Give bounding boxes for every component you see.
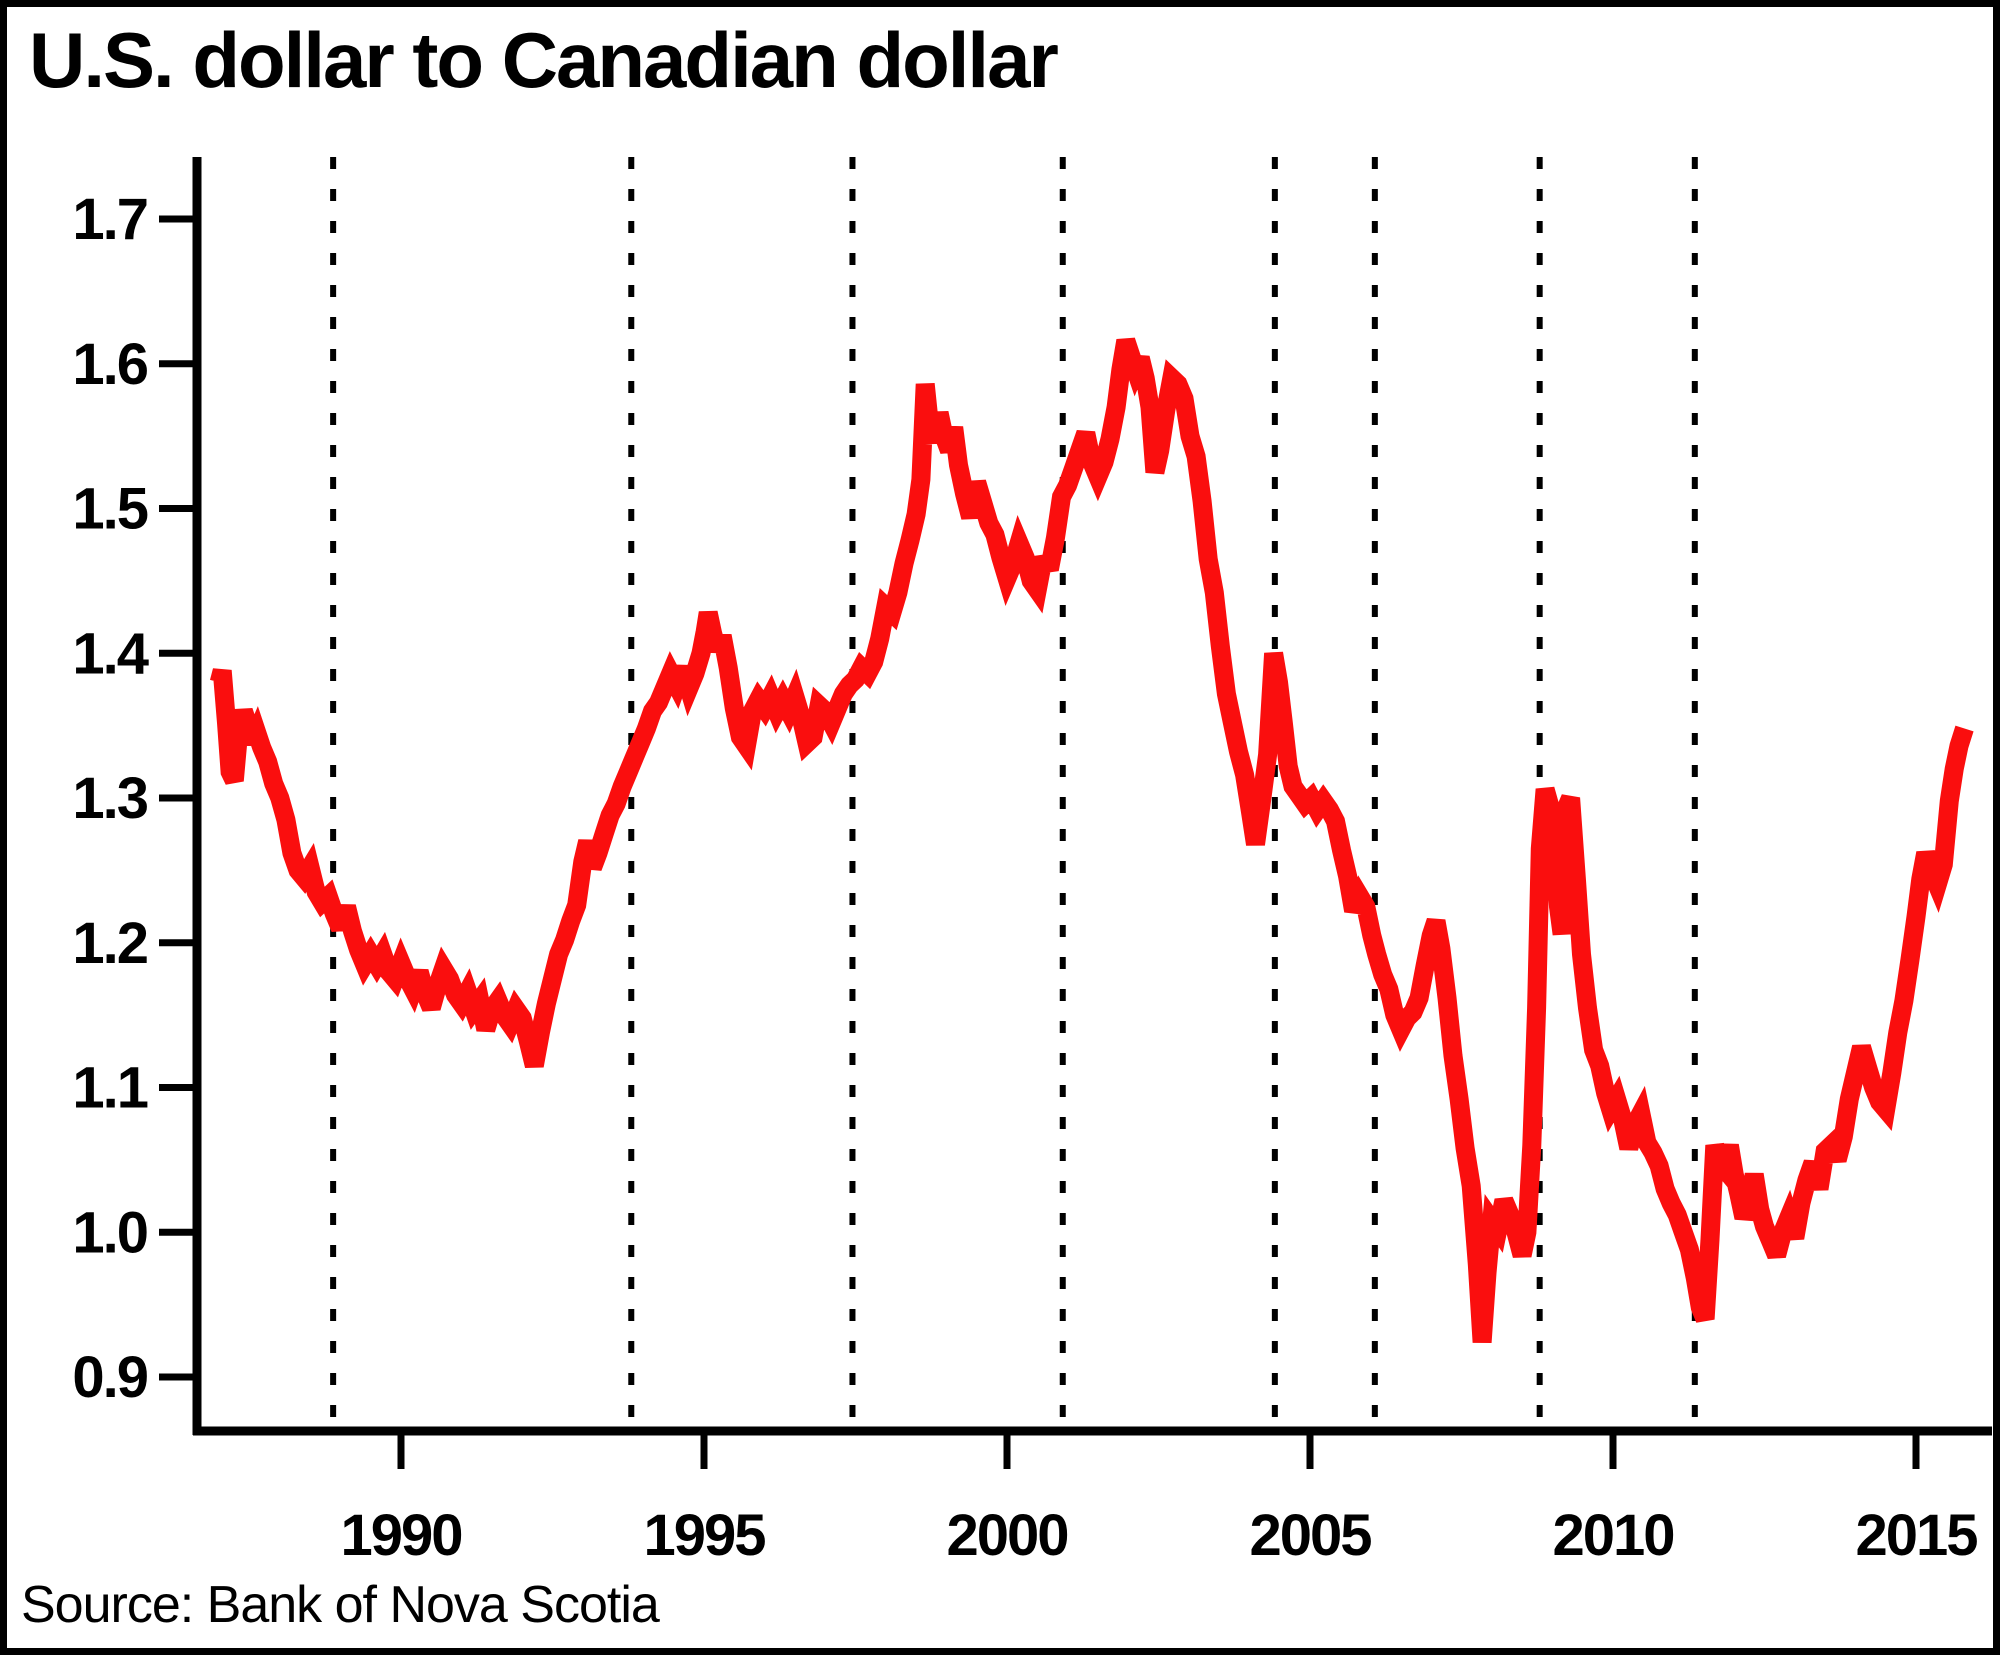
- y-tick-label: 1.2: [72, 911, 147, 976]
- usd-cad-series-line: [210, 337, 1974, 1343]
- x-tick-label: 1995: [643, 1503, 765, 1568]
- chart-canvas: 1.7 1.6 1.5 1.4 1.3 1.2 1.1 1.0 0.9 1990 1995 2000 2…: [72, 157, 1992, 1568]
- x-tick-label: 2010: [1552, 1503, 1673, 1568]
- x-tick-label: 1990: [340, 1503, 461, 1568]
- chart-title: U.S. dollar to Canadian dollar: [29, 16, 1059, 104]
- y-tick-label: 1.6: [72, 332, 147, 397]
- source-note: Source: Bank of Nova Scotia: [21, 1576, 660, 1634]
- y-tick-label: 1.4: [72, 621, 148, 686]
- y-tick-label: 1.5: [72, 477, 147, 542]
- y-tick-label: 1.3: [72, 766, 147, 831]
- y-tick-label: 1.7: [72, 187, 147, 252]
- y-tick-label: 1.1: [72, 1056, 147, 1121]
- x-tick-label: 2000: [946, 1503, 1067, 1568]
- y-tick-label: 1.0: [72, 1200, 147, 1265]
- y-tick-label: 0.9: [72, 1345, 147, 1410]
- x-tick-label: 2015: [1855, 1503, 1977, 1568]
- x-tick-label: 2005: [1249, 1503, 1371, 1568]
